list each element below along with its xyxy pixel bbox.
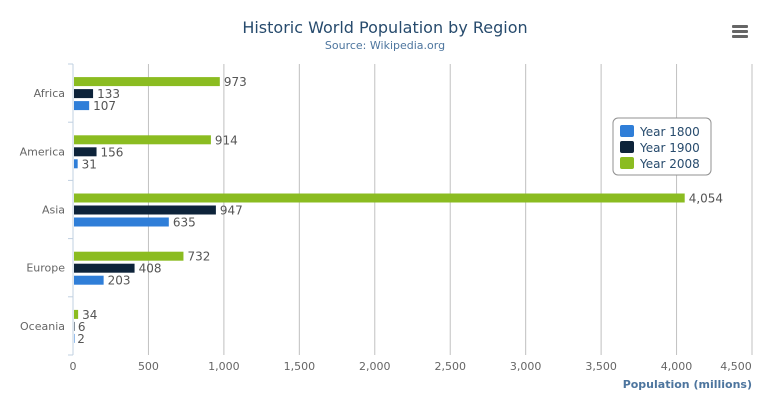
bar-year-2008[interactable] xyxy=(74,309,79,319)
bar-year-1800[interactable] xyxy=(74,217,169,227)
tick-label: 2,000 xyxy=(359,360,391,373)
legend-label: Year 1800 xyxy=(639,125,700,139)
tick-label: 3,500 xyxy=(585,360,617,373)
bar-year-1900[interactable] xyxy=(74,147,97,157)
legend-box xyxy=(612,117,712,176)
bar-year-1900[interactable] xyxy=(74,321,75,331)
data-label: 973 xyxy=(224,75,247,89)
bar-year-1800[interactable] xyxy=(74,101,90,111)
data-label: 6 xyxy=(78,320,86,334)
bar-year-1800[interactable] xyxy=(74,159,78,169)
data-label: 4,054 xyxy=(689,192,723,206)
tick-label: 1,500 xyxy=(284,360,316,373)
legend-item[interactable]: Year 1900 xyxy=(620,141,700,155)
value-axis-title: Population (millions) xyxy=(623,378,752,391)
data-label: 203 xyxy=(108,274,131,288)
data-label: 34 xyxy=(82,308,97,322)
bar-year-2008[interactable] xyxy=(74,77,220,87)
bar-year-1900[interactable] xyxy=(74,263,135,273)
legend-symbol xyxy=(620,157,634,169)
category-label: Asia xyxy=(42,204,65,217)
data-label: 31 xyxy=(82,157,97,171)
bar-year-1800[interactable] xyxy=(74,333,75,343)
chart-title: Historic World Population by Region xyxy=(242,18,527,37)
legend-item[interactable]: Year 1800 xyxy=(620,125,700,139)
chart-subtitle: Source: Wikipedia.org xyxy=(325,39,445,52)
data-label: 947 xyxy=(220,204,243,218)
category-label: America xyxy=(20,145,65,158)
bar-year-1900[interactable] xyxy=(74,205,216,215)
data-label: 156 xyxy=(101,145,124,159)
bar-year-2008[interactable] xyxy=(74,135,211,145)
hamburger-menu-icon[interactable] xyxy=(730,20,752,40)
tick-label: 4,000 xyxy=(661,360,693,373)
tick-label: 4,500 xyxy=(720,360,752,373)
legend: Year 1800 Year 1900 Year 2008 xyxy=(612,117,712,176)
tick-label: 3,000 xyxy=(510,360,542,373)
tick-label: 0 xyxy=(70,360,77,373)
bar-year-1900[interactable] xyxy=(74,89,94,99)
tick-label: 500 xyxy=(138,360,159,373)
legend-symbol xyxy=(620,125,634,137)
legend-label: Year 1900 xyxy=(639,141,700,155)
data-label: 732 xyxy=(187,250,210,264)
data-label: 133 xyxy=(97,87,120,101)
category-label: Africa xyxy=(34,87,65,100)
bar-year-1800[interactable] xyxy=(74,275,104,285)
legend-item[interactable]: Year 2008 xyxy=(620,157,700,171)
tick-label: 2,500 xyxy=(434,360,466,373)
bar-year-2008[interactable] xyxy=(74,251,184,261)
data-label: 914 xyxy=(215,133,238,147)
data-label: 107 xyxy=(93,99,116,113)
data-label: 408 xyxy=(139,262,162,276)
category-label: Oceania xyxy=(20,320,65,333)
tick-label: 1,000 xyxy=(208,360,240,373)
category-label: Europe xyxy=(26,262,65,275)
data-label: 635 xyxy=(173,216,196,230)
data-label: 2 xyxy=(77,332,85,346)
legend-symbol xyxy=(620,141,634,153)
bar-year-2008[interactable] xyxy=(74,193,685,203)
legend-label: Year 2008 xyxy=(639,157,700,171)
